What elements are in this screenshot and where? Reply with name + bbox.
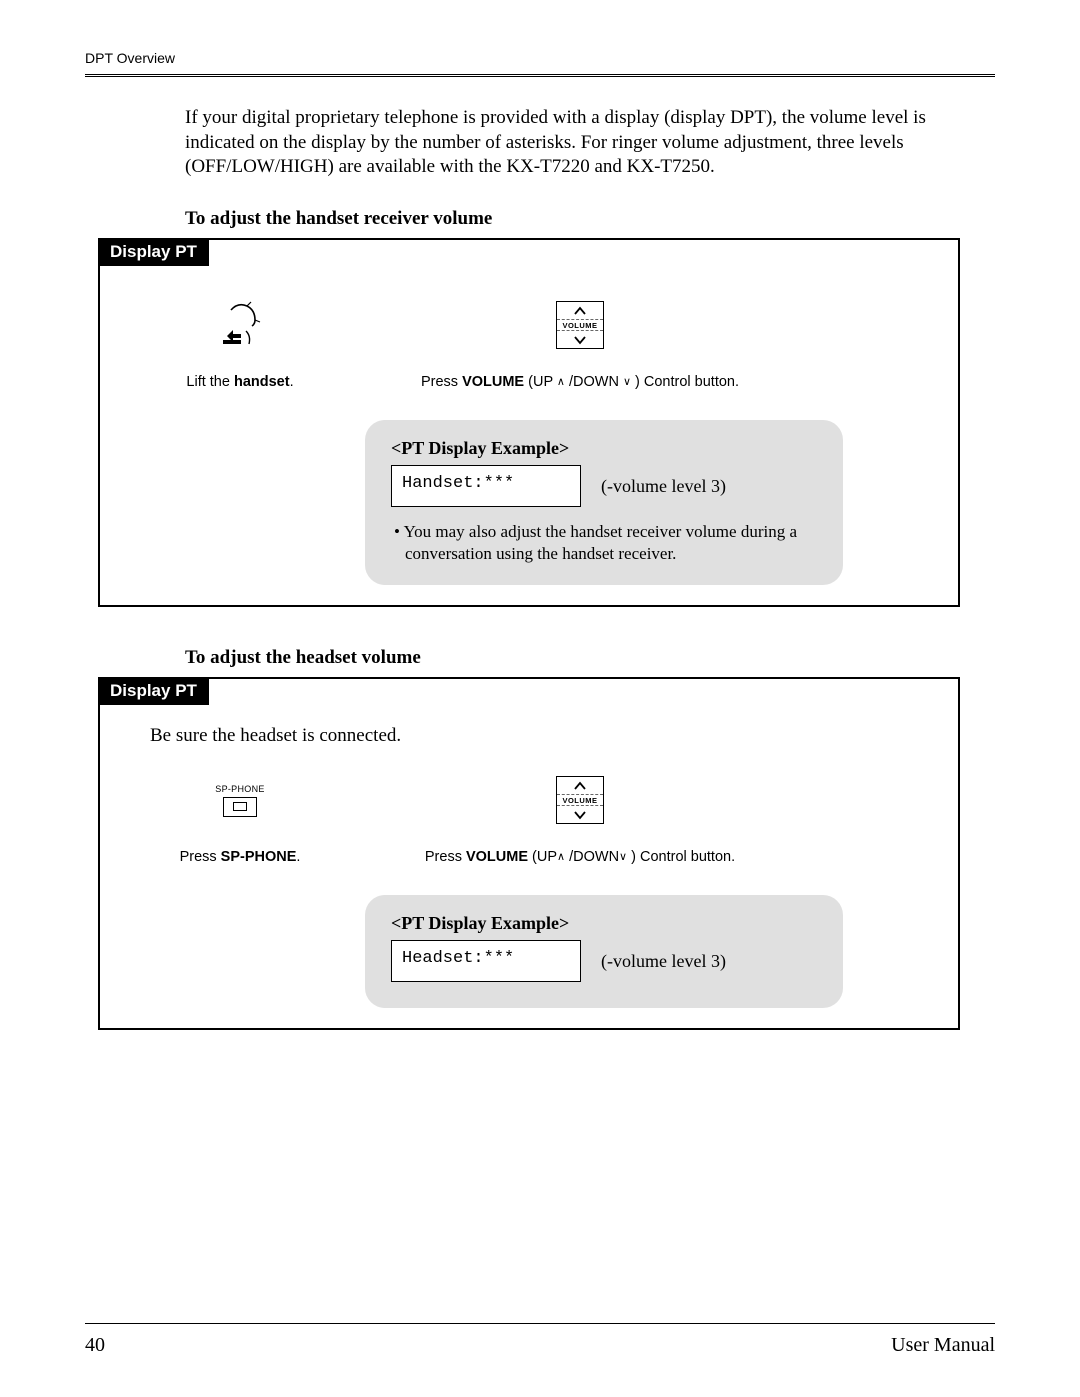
step-sp-phone: SP-PHONE Press SP-PHONE. — [100, 765, 380, 865]
sp-phone-button-icon — [223, 797, 257, 817]
chevron-down-icon: ∨ — [619, 852, 627, 863]
step-volume-2: VOLUME Press VOLUME (UP∧ /DOWN∨ ) Contro… — [380, 765, 780, 865]
display-pt-tab-2: Display PT — [98, 677, 209, 705]
header-section: DPT Overview — [85, 50, 995, 66]
handset-lift-icon — [211, 296, 269, 354]
section1-title: To adjust the handset receiver volume — [185, 208, 995, 230]
volume-button-icon-2: VOLUME — [556, 776, 604, 824]
display-screen-headset: Headset:*** — [391, 940, 581, 982]
volume-button-icon: VOLUME — [556, 301, 604, 349]
chevron-up-icon: ∧ — [557, 377, 565, 388]
step1b-caption: Press SP-PHONE. — [100, 849, 380, 865]
page-footer: 40 User Manual — [85, 1323, 995, 1357]
step2-caption: Press VOLUME (UP ∧ /DOWN ∨ ) Control but… — [380, 374, 780, 390]
section2-title: To adjust the headset volume — [185, 647, 995, 669]
precondition-text: Be sure the headset is connected. — [150, 725, 958, 747]
page-number: 40 — [85, 1334, 105, 1357]
step-lift-handset: Lift the handset. — [100, 290, 380, 390]
intro-paragraph: If your digital proprietary telephone is… — [185, 106, 995, 180]
header-rule — [85, 74, 995, 78]
chevron-down-icon: ∨ — [623, 377, 631, 388]
section2-box: Display PT Be sure the headset is connec… — [98, 677, 960, 1030]
footer-title: User Manual — [891, 1334, 995, 1357]
pt-example-box-2: <PT Display Example> Headset:*** (-volum… — [365, 895, 843, 1008]
display-pt-tab: Display PT — [98, 238, 209, 266]
section1-box: Display PT Lift the handset. — [98, 238, 960, 607]
note-text: You may also adjust the handset receiver… — [391, 521, 817, 565]
volume-level-label-2: (-volume level 3) — [601, 951, 726, 972]
step2b-caption: Press VOLUME (UP∧ /DOWN∨ ) Control butto… — [380, 849, 780, 865]
display-screen-handset: Handset:*** — [391, 465, 581, 507]
pt-example-title: <PT Display Example> — [391, 438, 817, 459]
pt-example-box-1: <PT Display Example> Handset:*** (-volum… — [365, 420, 843, 585]
volume-level-label: (-volume level 3) — [601, 476, 726, 497]
sp-phone-label: SP-PHONE — [215, 784, 264, 794]
chevron-up-icon: ∧ — [557, 852, 565, 863]
step-volume: VOLUME Press VOLUME (UP ∧ /DOWN ∨ ) Cont… — [380, 290, 780, 390]
step1-caption: Lift the handset. — [100, 374, 380, 390]
pt-example-title-2: <PT Display Example> — [391, 913, 817, 934]
